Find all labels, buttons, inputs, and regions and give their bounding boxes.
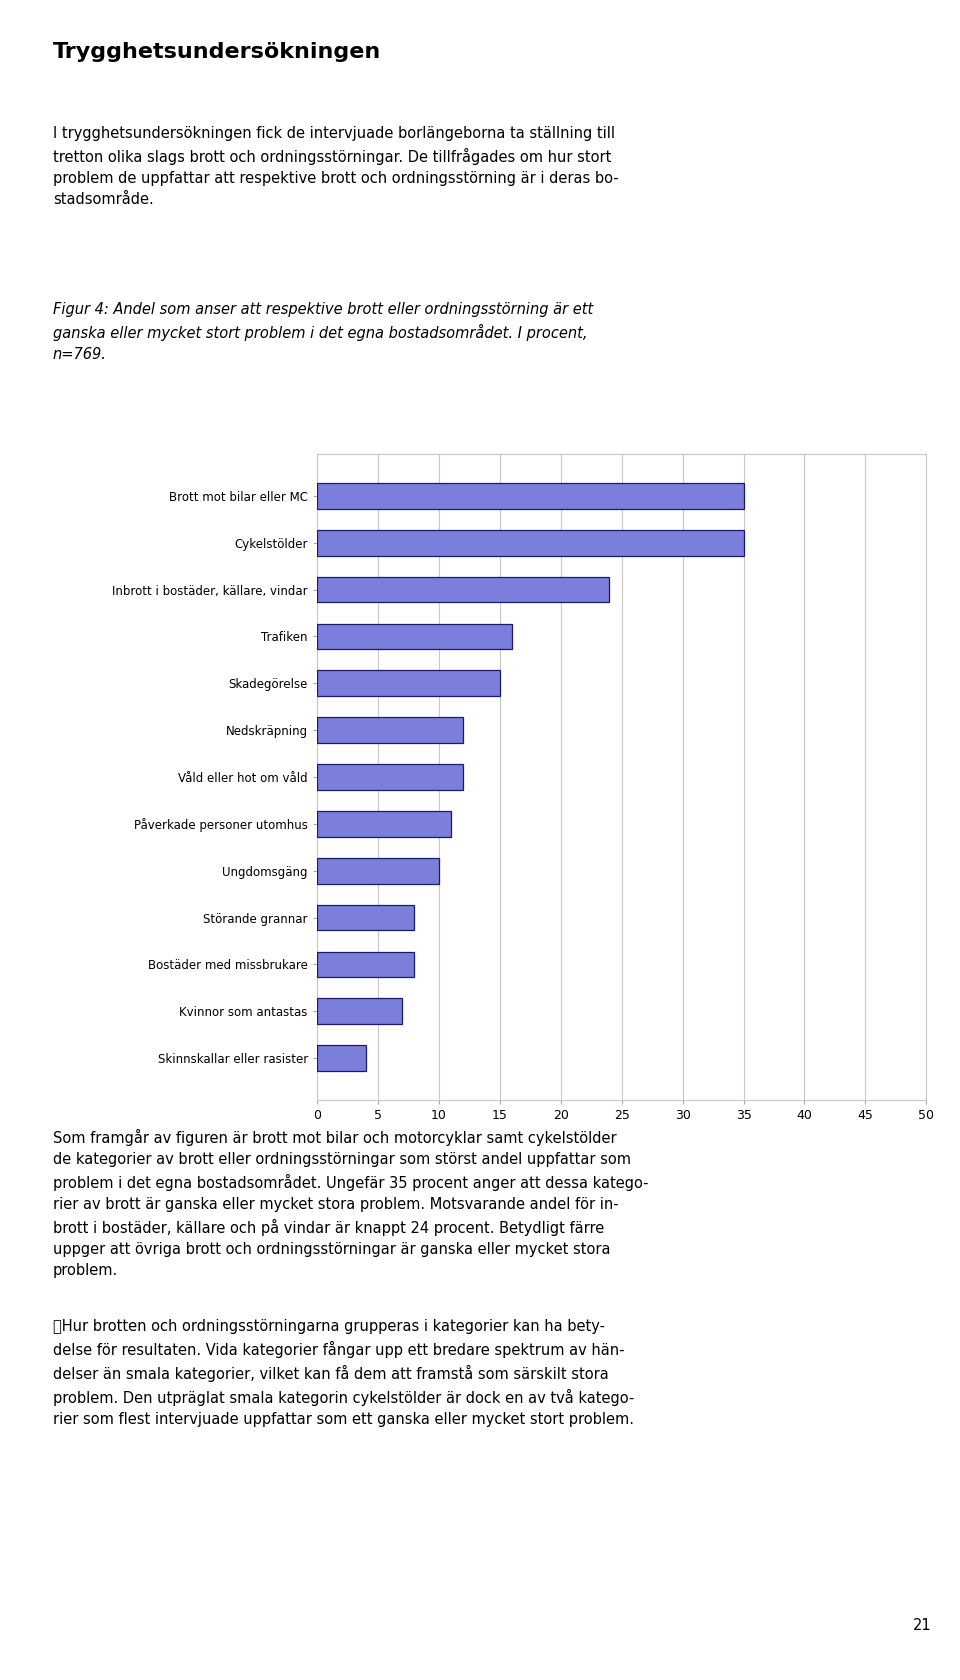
Text: I trygghetsundersökningen fick de intervjuade borlängeborna ta ställning till
tr: I trygghetsundersökningen fick de interv… <box>53 126 618 207</box>
Bar <box>317 576 610 603</box>
Bar <box>317 484 744 509</box>
Bar <box>317 529 744 556</box>
Bar <box>317 858 439 884</box>
Text: Som framgår av figuren är brott mot bilar och motorcyklar samt cykelstölder
de k: Som framgår av figuren är brott mot bila… <box>53 1129 648 1278</box>
Bar <box>317 998 402 1025</box>
Text: Trygghetsundersökningen: Trygghetsundersökningen <box>53 42 381 62</box>
Bar <box>317 623 512 650</box>
Bar <box>317 670 500 696</box>
Text: 21: 21 <box>913 1618 931 1633</box>
Bar <box>317 1045 366 1072</box>
Bar <box>317 717 463 743</box>
Bar <box>317 904 415 931</box>
Text: Figur 4: Andel som anser att respektive brott eller ordningsstörning är ett
gans: Figur 4: Andel som anser att respektive … <box>53 302 593 363</box>
Bar <box>317 764 463 790</box>
Bar <box>317 951 415 978</box>
Bar <box>317 811 451 837</box>
Text: Hur brotten och ordningsstörningarna grupperas i kategorier kan ha bety-
delse f: Hur brotten och ordningsstörningarna gru… <box>53 1319 634 1426</box>
